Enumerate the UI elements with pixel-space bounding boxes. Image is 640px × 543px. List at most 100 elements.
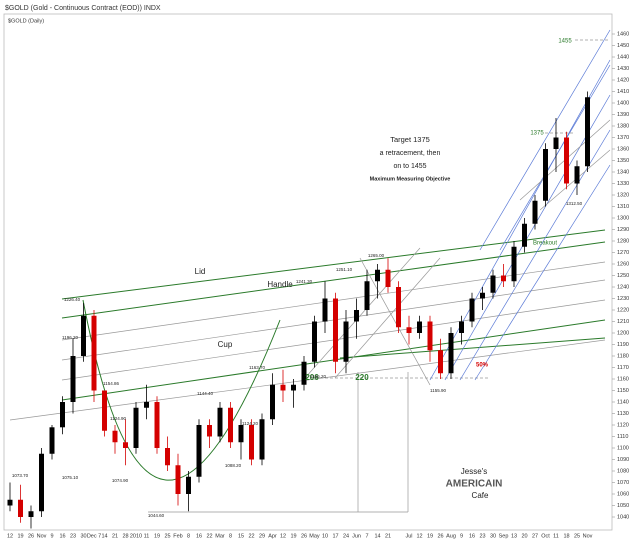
- annotation: 1074.90: [112, 478, 129, 483]
- x-tick-label: 11: [144, 533, 150, 539]
- x-tick-label: 12: [7, 533, 13, 539]
- y-tick-label: 1420: [617, 77, 629, 83]
- x-tick-label: 22: [206, 533, 212, 539]
- annotation: 1124.20: [242, 421, 258, 426]
- candle-body: [553, 137, 559, 149]
- x-tick-label: 8: [229, 533, 232, 539]
- x-tick-label: 18: [563, 533, 569, 539]
- x-tick-label: 30: [490, 533, 496, 539]
- x-tick-label: 12: [280, 533, 286, 539]
- annotation: 50%: [476, 363, 489, 369]
- candle-body: [196, 425, 202, 477]
- y-tick-label: 1410: [617, 89, 629, 95]
- candle-body: [133, 407, 139, 448]
- y-tick-label: 1280: [617, 238, 629, 244]
- y-tick-label: 1040: [617, 514, 629, 520]
- annotation: 1154.86: [103, 381, 119, 386]
- y-tick-label: 1210: [617, 319, 629, 325]
- annotation: 1166.20: [310, 374, 326, 379]
- y-tick-label: 1130: [617, 411, 629, 417]
- x-tick-label: 21: [112, 533, 118, 539]
- annotation: Lid: [195, 267, 206, 276]
- x-tick-label: 22: [248, 533, 254, 539]
- y-tick-label: 1190: [617, 342, 629, 348]
- x-tick-label: 16: [469, 533, 475, 539]
- y-tick-label: 1260: [617, 261, 629, 267]
- annotation: 1075.10: [62, 475, 79, 480]
- y-tick-label: 1160: [617, 376, 629, 382]
- annotation: Maximum Measuring Objective: [370, 176, 451, 182]
- annotation: a retracement, then: [380, 150, 441, 157]
- x-tick-label: Sep: [499, 533, 509, 539]
- y-tick-label: 1240: [617, 284, 629, 290]
- candle-body: [39, 453, 44, 512]
- x-tick-label: 27: [532, 533, 538, 539]
- candle-body: [18, 499, 23, 517]
- x-tick-label: 29: [259, 533, 265, 539]
- y-tick-label: 1090: [617, 457, 629, 463]
- candle-body: [154, 402, 160, 448]
- candle-body: [564, 137, 569, 184]
- candle-body: [396, 287, 401, 328]
- annotation: 1196.20: [62, 335, 78, 340]
- candle-body: [60, 402, 65, 428]
- candle-body: [175, 465, 181, 494]
- x-tick-label: Jun: [352, 533, 361, 539]
- x-tick-label: 25: [164, 533, 170, 539]
- annotation: 1088.20: [225, 463, 242, 468]
- annotation: 1265.00: [368, 253, 385, 258]
- annotation: 220: [355, 373, 369, 382]
- x-tick-label: 14: [101, 533, 107, 539]
- candle-body: [448, 333, 454, 374]
- y-tick-label: 1050: [617, 503, 629, 509]
- y-tick-label: 1460: [617, 31, 629, 37]
- annotation: Handle: [267, 280, 293, 289]
- candle-body: [532, 200, 538, 224]
- candle-body: [480, 292, 485, 299]
- candle-body: [238, 425, 244, 443]
- x-tick-label: Aug: [446, 533, 456, 539]
- candle-body: [70, 356, 76, 402]
- x-tick-label: 19: [154, 533, 160, 539]
- y-tick-label: 1270: [617, 250, 629, 256]
- x-tick-label: 10: [322, 533, 328, 539]
- y-tick-label: 1120: [617, 422, 629, 428]
- candle-body: [7, 499, 13, 506]
- candle-body: [280, 384, 286, 391]
- x-tick-label: Mar: [215, 533, 225, 539]
- y-tick-label: 1340: [617, 169, 629, 175]
- x-tick-label: 17: [332, 533, 338, 539]
- annotation: 1226.40: [64, 297, 81, 302]
- x-tick-label: 26: [437, 533, 443, 539]
- candle-body: [259, 419, 265, 460]
- candle-body: [343, 321, 349, 362]
- y-tick-label: 1230: [617, 296, 629, 302]
- candle-body: [322, 298, 328, 322]
- candle-body: [270, 384, 275, 420]
- candle-body: [543, 149, 548, 201]
- x-tick-label: Jul: [405, 533, 412, 539]
- candle-body: [228, 407, 233, 443]
- candle-body: [333, 298, 338, 362]
- x-tick-label: 26: [301, 533, 307, 539]
- candle-body: [249, 425, 254, 460]
- y-tick-label: 1150: [617, 388, 629, 394]
- annotation: 1044.60: [148, 513, 165, 518]
- y-tick-label: 1220: [617, 307, 629, 313]
- x-tick-label: 19: [427, 533, 433, 539]
- x-tick-label: 9: [50, 533, 53, 539]
- x-tick-label: 8: [187, 533, 190, 539]
- x-tick-label: 9: [460, 533, 463, 539]
- annotation: 1251.10: [336, 267, 353, 272]
- annotation: Breakout: [533, 241, 557, 247]
- annotation: 1073.70: [12, 473, 29, 478]
- chart-title: $GOLD (Gold - Continuous Contract (EOD))…: [5, 5, 161, 12]
- candle-body: [427, 321, 433, 351]
- x-tick-label: Feb: [173, 533, 182, 539]
- x-tick-label: Oct: [541, 533, 550, 539]
- candle-body: [511, 246, 517, 282]
- y-tick-label: 1080: [617, 468, 629, 474]
- candle-body: [501, 275, 506, 282]
- x-tick-label: 16: [59, 533, 65, 539]
- x-tick-label: Apr: [268, 533, 277, 539]
